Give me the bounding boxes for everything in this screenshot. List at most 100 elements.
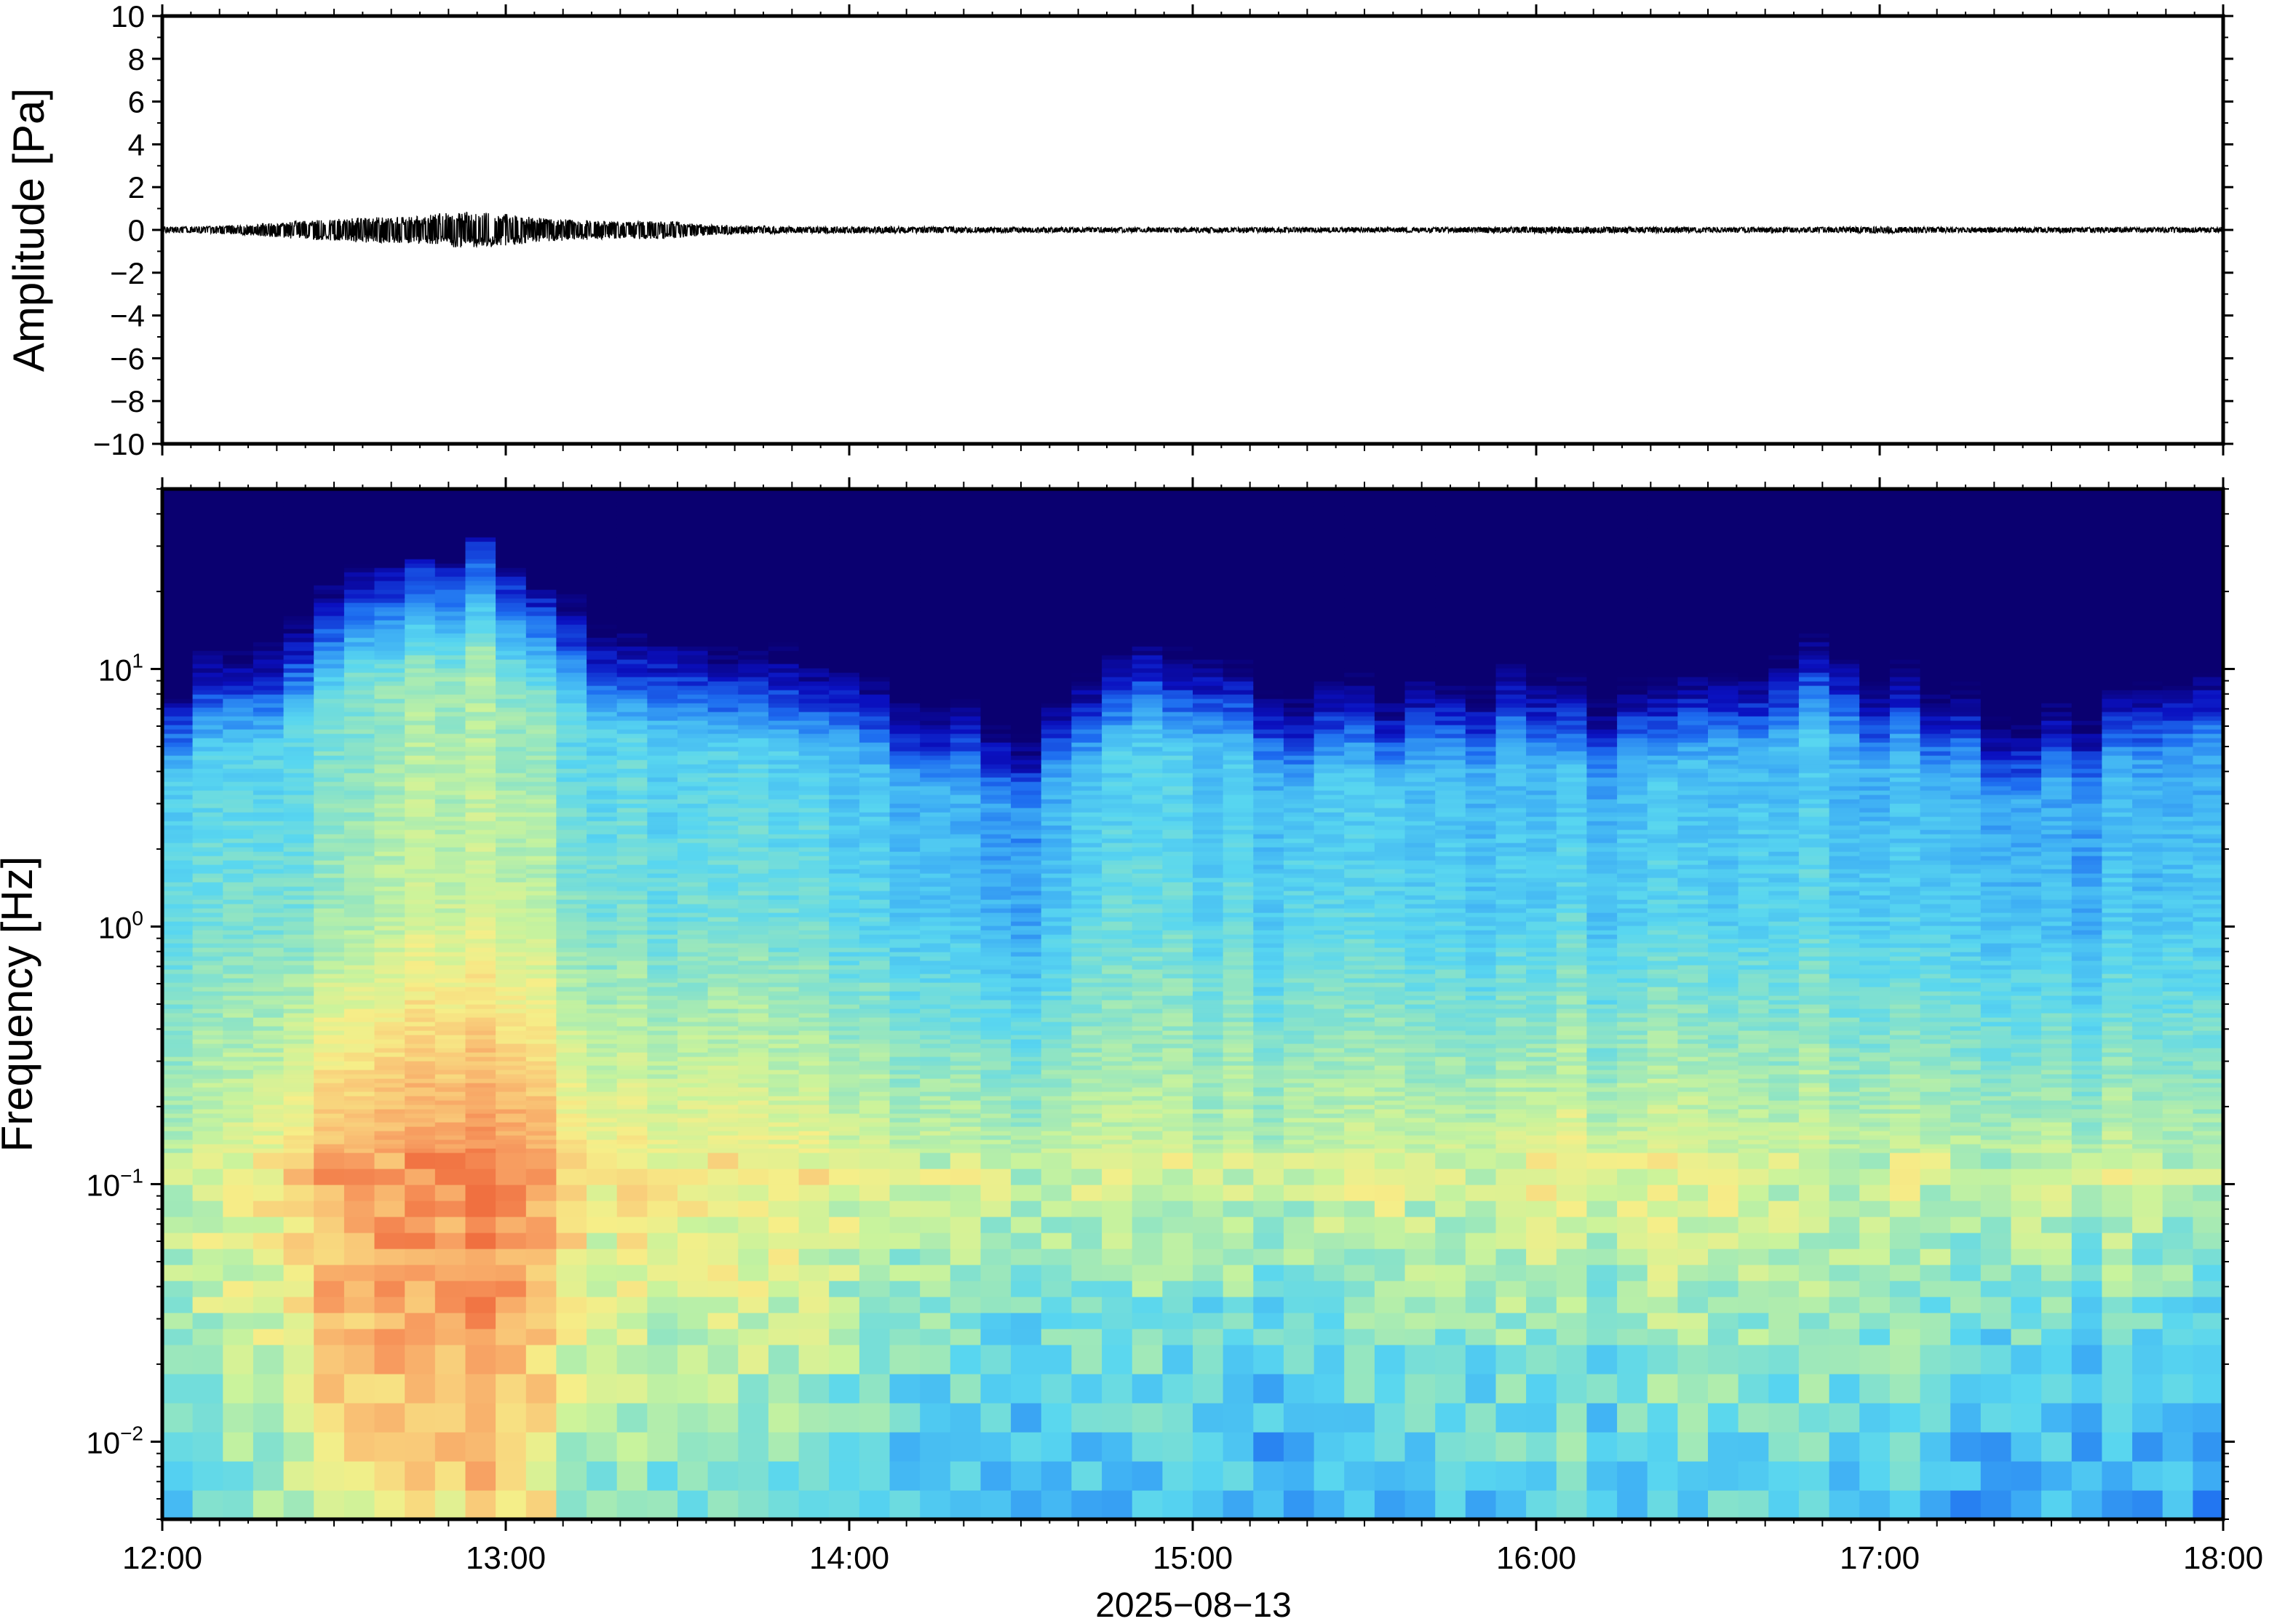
spectrogram-cell bbox=[283, 633, 314, 638]
spectrogram-cell bbox=[283, 559, 314, 564]
spectrogram-cell bbox=[525, 904, 557, 909]
spectrogram-cell bbox=[768, 607, 800, 612]
spectrogram-cell bbox=[738, 808, 769, 813]
spectrogram-cell bbox=[677, 1100, 709, 1105]
spectrogram-cell bbox=[465, 978, 496, 983]
spectrogram-cell bbox=[587, 712, 618, 717]
spectrogram-cell bbox=[677, 1091, 709, 1096]
spectrogram-cell bbox=[1011, 1169, 1042, 1185]
spectrogram-cell bbox=[525, 773, 557, 778]
spectrogram-cell bbox=[374, 1217, 405, 1233]
spectrogram-cell bbox=[525, 969, 557, 974]
spectrogram-cell bbox=[677, 1017, 709, 1022]
spectrogram-cell bbox=[525, 926, 557, 931]
spectrogram-cell bbox=[647, 650, 678, 656]
spectrogram-cell bbox=[829, 493, 860, 498]
spectrogram-cell bbox=[434, 533, 466, 538]
spectrogram-cell bbox=[162, 978, 194, 983]
spectrogram-cell bbox=[798, 607, 830, 612]
spectrogram-cell bbox=[374, 1329, 405, 1345]
spectrogram-cell bbox=[525, 1078, 557, 1083]
spectrogram-cell bbox=[223, 768, 254, 773]
spectrogram-cell bbox=[738, 1490, 769, 1519]
spectrogram-cell bbox=[192, 768, 223, 773]
spectrogram-cell bbox=[798, 1061, 830, 1066]
spectrogram-cell bbox=[707, 1122, 739, 1127]
spectrogram-cell bbox=[374, 629, 405, 634]
spectrogram-cell bbox=[283, 546, 314, 551]
spectrogram-cell bbox=[798, 934, 830, 939]
spectrogram-cell bbox=[950, 515, 981, 520]
spectrogram-cell bbox=[647, 690, 678, 695]
spectrogram-cell bbox=[253, 773, 285, 778]
spectrogram-cell bbox=[223, 1043, 254, 1048]
spectrogram-cell bbox=[314, 747, 345, 752]
spectrogram-cell bbox=[465, 1169, 496, 1185]
spectrogram-cell bbox=[405, 786, 436, 791]
spectrogram-cell bbox=[496, 803, 527, 808]
spectrogram-cell bbox=[980, 965, 1012, 970]
spectrogram-cell bbox=[768, 585, 800, 590]
spectrogram-cell bbox=[283, 899, 314, 904]
spectrogram-cell bbox=[283, 511, 314, 516]
spectrogram-cell bbox=[647, 611, 678, 616]
spectrogram-cell bbox=[314, 1039, 345, 1044]
spectrogram-cell bbox=[1011, 1403, 1042, 1433]
spectrogram-cell bbox=[677, 563, 709, 568]
spectrogram-cell bbox=[677, 965, 709, 970]
spectrogram-cell bbox=[374, 799, 405, 804]
spectrogram-cell bbox=[465, 694, 496, 699]
spectrogram-cell bbox=[314, 541, 345, 546]
spectrogram-cell bbox=[314, 995, 345, 1000]
spectrogram-cell bbox=[253, 947, 285, 952]
spectrogram-cell bbox=[798, 995, 830, 1000]
spectrogram-cell bbox=[465, 1153, 496, 1169]
spectrogram-cell bbox=[798, 1313, 830, 1329]
spectrogram-cell bbox=[920, 1087, 951, 1092]
spectrogram-cell bbox=[616, 1265, 648, 1281]
spectrogram-cell bbox=[859, 629, 891, 634]
spectrogram-cell bbox=[465, 506, 496, 512]
spectrogram-cell bbox=[616, 969, 648, 974]
spectrogram-cell bbox=[829, 1374, 860, 1404]
spectrogram-cell bbox=[343, 589, 375, 594]
spectrogram-cell bbox=[374, 965, 405, 970]
spectrogram-cell bbox=[738, 698, 769, 704]
spectrogram-cell bbox=[162, 554, 194, 560]
spectrogram-cell bbox=[162, 546, 194, 551]
spectrogram-cell bbox=[768, 629, 800, 634]
spectrogram-cell bbox=[768, 685, 800, 690]
spectrogram-cell bbox=[314, 1131, 345, 1136]
spectrogram-cell bbox=[465, 1122, 496, 1127]
spectrogram-cell bbox=[405, 939, 436, 944]
spectrogram-cell bbox=[647, 838, 678, 843]
spectrogram-cell bbox=[434, 528, 466, 533]
spectrogram-cell bbox=[920, 891, 951, 896]
spectrogram-cell bbox=[707, 1000, 739, 1005]
spectrogram-cell bbox=[465, 1091, 496, 1096]
spectrogram-cell bbox=[980, 712, 1012, 717]
spectrogram-cell bbox=[707, 646, 739, 651]
spectrogram-cell bbox=[859, 834, 891, 839]
spectrogram-cell bbox=[647, 751, 678, 756]
spectrogram-cell bbox=[405, 1217, 436, 1233]
spectrogram-cell bbox=[587, 969, 618, 974]
spectrogram-cell bbox=[587, 1104, 618, 1110]
spectrogram-cell bbox=[859, 1091, 891, 1096]
spectrogram-cell bbox=[434, 629, 466, 634]
spectrogram-cell bbox=[405, 1035, 436, 1040]
spectrogram-cell bbox=[192, 1039, 223, 1044]
spectrogram-cell bbox=[434, 1345, 466, 1374]
spectrogram-cell bbox=[920, 751, 951, 756]
spectrogram-cell bbox=[950, 1091, 981, 1096]
spectrogram-cell bbox=[707, 943, 739, 948]
spectrogram-cell bbox=[223, 646, 254, 651]
spectrogram-cell bbox=[920, 886, 951, 891]
spectrogram-cell bbox=[980, 786, 1012, 791]
spectrogram-cell bbox=[314, 1265, 345, 1281]
spectrogram-cell bbox=[405, 585, 436, 590]
spectrogram-cell bbox=[798, 1169, 830, 1185]
spectrogram-cell bbox=[525, 629, 557, 634]
spectrogram-cell bbox=[253, 572, 285, 577]
spectrogram-cell bbox=[556, 581, 587, 586]
